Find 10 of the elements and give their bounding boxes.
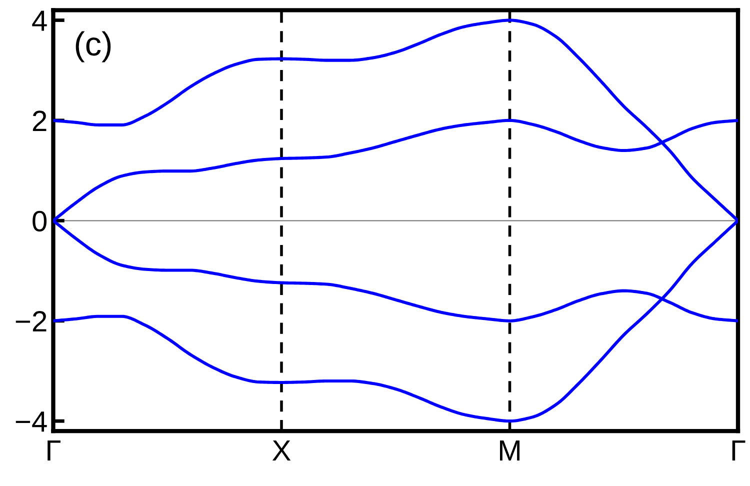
y-tick-label: 2 bbox=[32, 110, 46, 132]
x-tick-label: X bbox=[272, 440, 291, 461]
x-tick-label: M bbox=[500, 440, 520, 461]
annotation: (c) bbox=[76, 31, 111, 62]
x-tick-label: Γ bbox=[732, 440, 746, 461]
y-tick-label: −4 bbox=[16, 412, 47, 432]
y-tick-label: 0 bbox=[32, 210, 47, 232]
y-tick-label: 4 bbox=[32, 10, 47, 31]
x-tick-label: Γ bbox=[48, 440, 60, 461]
y-tick-label: −2 bbox=[16, 311, 46, 332]
